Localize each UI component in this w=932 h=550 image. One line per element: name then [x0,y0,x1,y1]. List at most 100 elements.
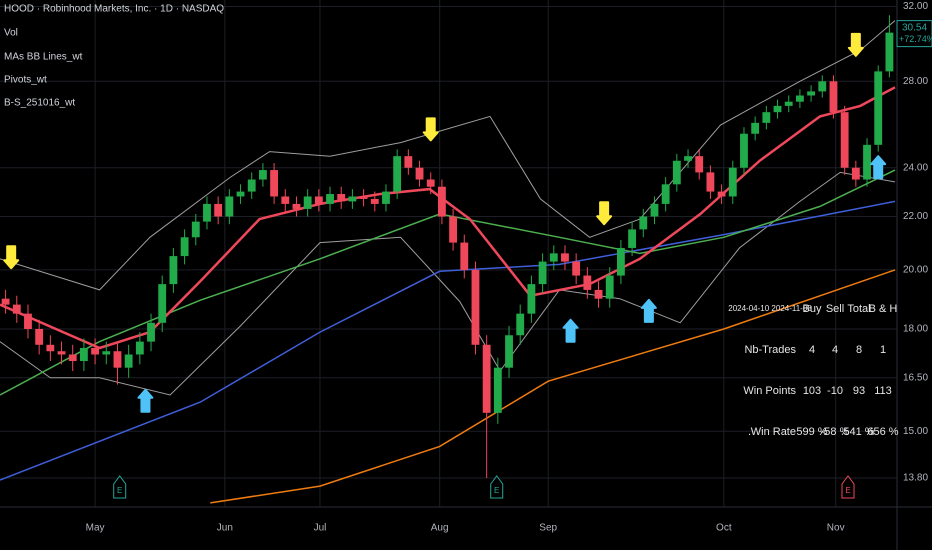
candle-body [270,170,279,197]
earnings-label: E [117,486,122,495]
candle-body [572,261,581,276]
stats-period: 2024-04-10 2024-11-08 [728,304,812,313]
candle-body [728,167,737,197]
stats-header: Sell [826,303,844,315]
candle-body [527,284,536,314]
candle-body [79,348,88,362]
signal-arrow [422,117,439,142]
stats-prefix: . [748,426,751,438]
stats-cell: 599 % [796,426,827,438]
x-tick-label: Jun [217,523,233,534]
indicator-line [0,20,896,291]
candle-body [169,256,178,285]
signal-arrow [640,298,657,323]
earnings-label: E [494,486,499,495]
stats-row-label: Nb-Trades [744,344,796,356]
x-tick-label: May [86,523,105,534]
stats-header: B & H [869,303,898,315]
candle-body [762,112,771,123]
signal-arrow [3,245,20,270]
candle-body [706,172,715,192]
indicator-line [0,200,896,481]
price-tag [896,20,932,48]
stats-cell: 103 [803,385,821,397]
candle-body [314,196,323,204]
candle-body [180,237,189,257]
candle-body [57,351,66,355]
price-tag-label: 30.54 [902,22,927,33]
earnings-marker [113,475,127,499]
candle-body [628,229,637,248]
stats-cell: 8 [856,344,862,356]
candle-body [147,322,155,342]
candle-body [348,196,357,202]
candle-body [68,354,77,362]
stats-row-label: Win Rate [751,426,796,438]
candle-body [191,221,200,238]
candle-body [605,275,614,299]
candle-body [583,275,592,290]
candle-body [135,341,144,355]
candle-body [493,367,502,413]
candle-body [415,167,424,180]
candle-body [24,313,32,329]
signal-arrow [870,155,887,180]
candle-body [326,194,334,204]
candle-body [661,184,670,204]
earnings-marker [841,475,855,499]
x-tick-label: Oct [716,523,732,534]
candle-body [863,144,871,180]
candle-body [203,203,211,222]
candle-body [561,253,569,262]
signal-arrow [137,388,154,413]
stats-cell: 541 % [843,426,874,438]
candle-body [505,335,513,368]
signal-arrow [847,32,864,57]
candle-body [337,194,346,202]
candle-body [885,32,894,72]
y-tick-label: 28.00 [903,76,928,87]
signal-arrow [562,318,579,343]
candle-body [717,191,726,197]
x-tick-label: Aug [431,523,449,534]
candle-body [437,186,446,217]
candle-body [1,298,10,305]
candle-body [594,289,603,299]
indicator-label: MAs BB Lines_wt [4,52,83,63]
candle-body [426,179,435,187]
candle-body [214,203,223,217]
y-tick-label: 22.00 [903,211,928,222]
candle-body [158,284,167,323]
stats-cell: -10 [827,385,843,397]
indicator-label: Vol [4,28,18,39]
indicator-label: Pivots_wt [4,75,47,86]
candle-body [91,348,100,355]
stats-cell: 4 [809,344,815,356]
candle-body [851,167,860,180]
candle-body [650,203,659,217]
stats-cell: -58 % [821,426,850,438]
candle-body [639,216,648,230]
stats-cell: 656 % [867,426,898,438]
stats-header: Total [847,303,870,315]
price-tag-change: +72.74% [899,34,932,44]
indicator-label: B-S_251016_wt [4,98,75,109]
earnings-label: E [845,486,850,495]
y-tick-label: 32.00 [903,1,928,12]
y-tick-label: 16.50 [903,372,928,383]
candle-body [829,81,838,113]
earnings-marker [490,475,504,499]
stats-cell: 113 [874,385,892,397]
indicator-line [0,169,896,396]
x-tick-label: Sep [539,523,557,534]
y-tick-label: 13.80 [903,473,928,484]
candle-body [740,133,748,168]
candle-body [382,191,390,204]
x-tick-label: Nov [827,523,845,534]
candle-body [818,81,827,92]
candle-body [46,344,55,352]
candle-body [113,351,122,368]
y-tick-label: 20.00 [903,265,928,276]
candle-body [449,216,458,243]
candle-body [874,71,883,145]
